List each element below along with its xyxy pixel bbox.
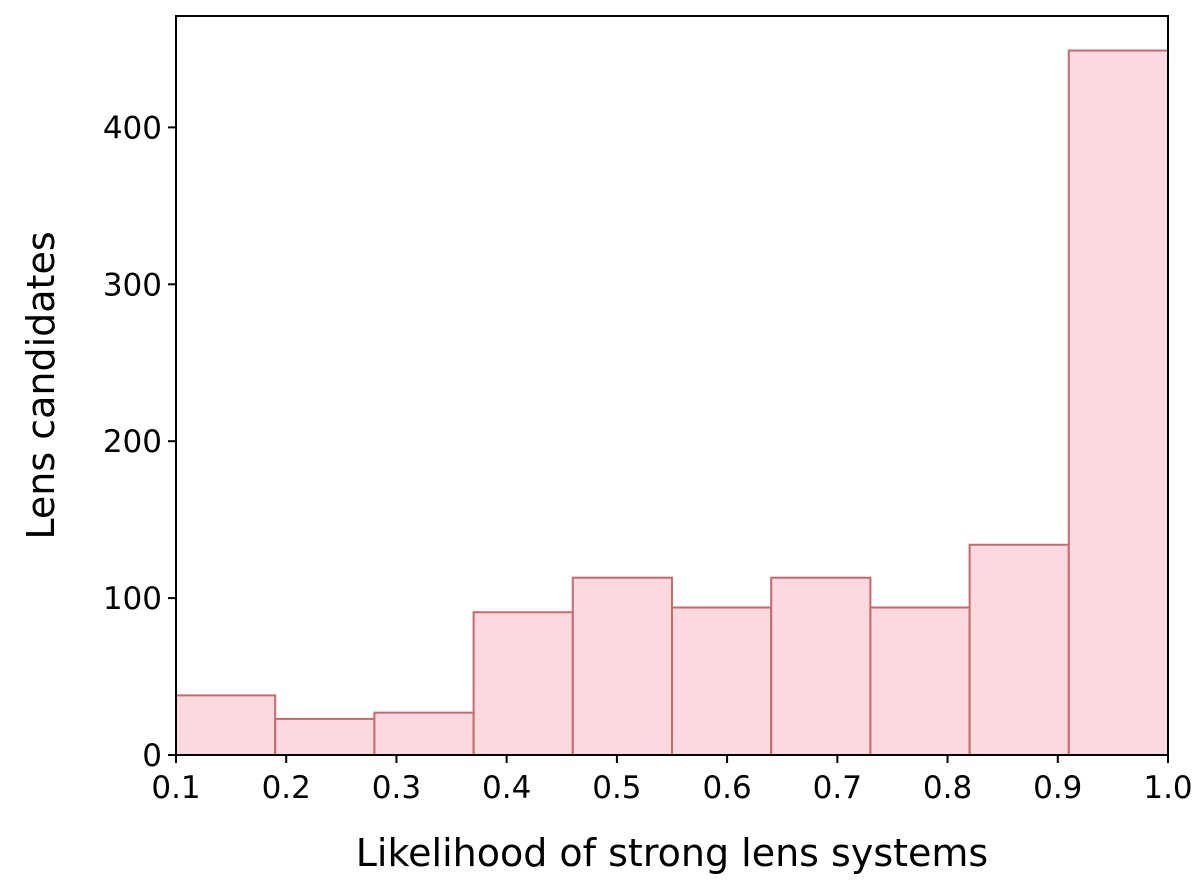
- x-tick-label: 0.6: [702, 770, 751, 806]
- x-axis-label: Likelihood of strong lens systems: [356, 831, 988, 875]
- x-tick-label: 0.9: [1033, 770, 1082, 806]
- y-axis-ticks: 0 100 200 300 400: [103, 110, 176, 774]
- x-tick-label: 0.5: [592, 770, 641, 806]
- x-tick-label: 1.0: [1143, 770, 1192, 806]
- histogram-bar: [869, 606, 971, 756]
- histogram-bar: [373, 711, 475, 757]
- y-tick-label: 200: [103, 424, 162, 460]
- histogram-bar: [472, 611, 574, 757]
- y-tick-label: 100: [103, 581, 162, 617]
- y-tick-label: 300: [103, 267, 162, 303]
- y-tick-label: 400: [103, 110, 162, 146]
- histogram-bar: [770, 576, 872, 756]
- x-tick-label: 0.2: [262, 770, 311, 806]
- histogram-bar: [671, 606, 773, 756]
- bars-group: [175, 49, 1170, 757]
- x-tick-label: 0.3: [372, 770, 421, 806]
- y-axis-label: Lens candidates: [19, 231, 63, 539]
- x-tick-label: 0.8: [923, 770, 972, 806]
- x-tick-label: 0.1: [151, 770, 200, 806]
- histogram-bar: [274, 717, 376, 757]
- histogram-bar: [1067, 49, 1170, 756]
- histogram-bar: [175, 694, 277, 757]
- y-tick-label: 0: [142, 738, 162, 774]
- plot-frame: [175, 15, 1169, 756]
- x-axis-ticks: 0.1 0.2 0.3 0.4 0.5 0.6 0.7 0.8 0.9 1.0: [151, 755, 1193, 806]
- x-tick-label: 0.4: [482, 770, 531, 806]
- x-tick-label: 0.7: [813, 770, 862, 806]
- histogram-bar: [571, 576, 673, 756]
- histogram-bar: [968, 543, 1070, 757]
